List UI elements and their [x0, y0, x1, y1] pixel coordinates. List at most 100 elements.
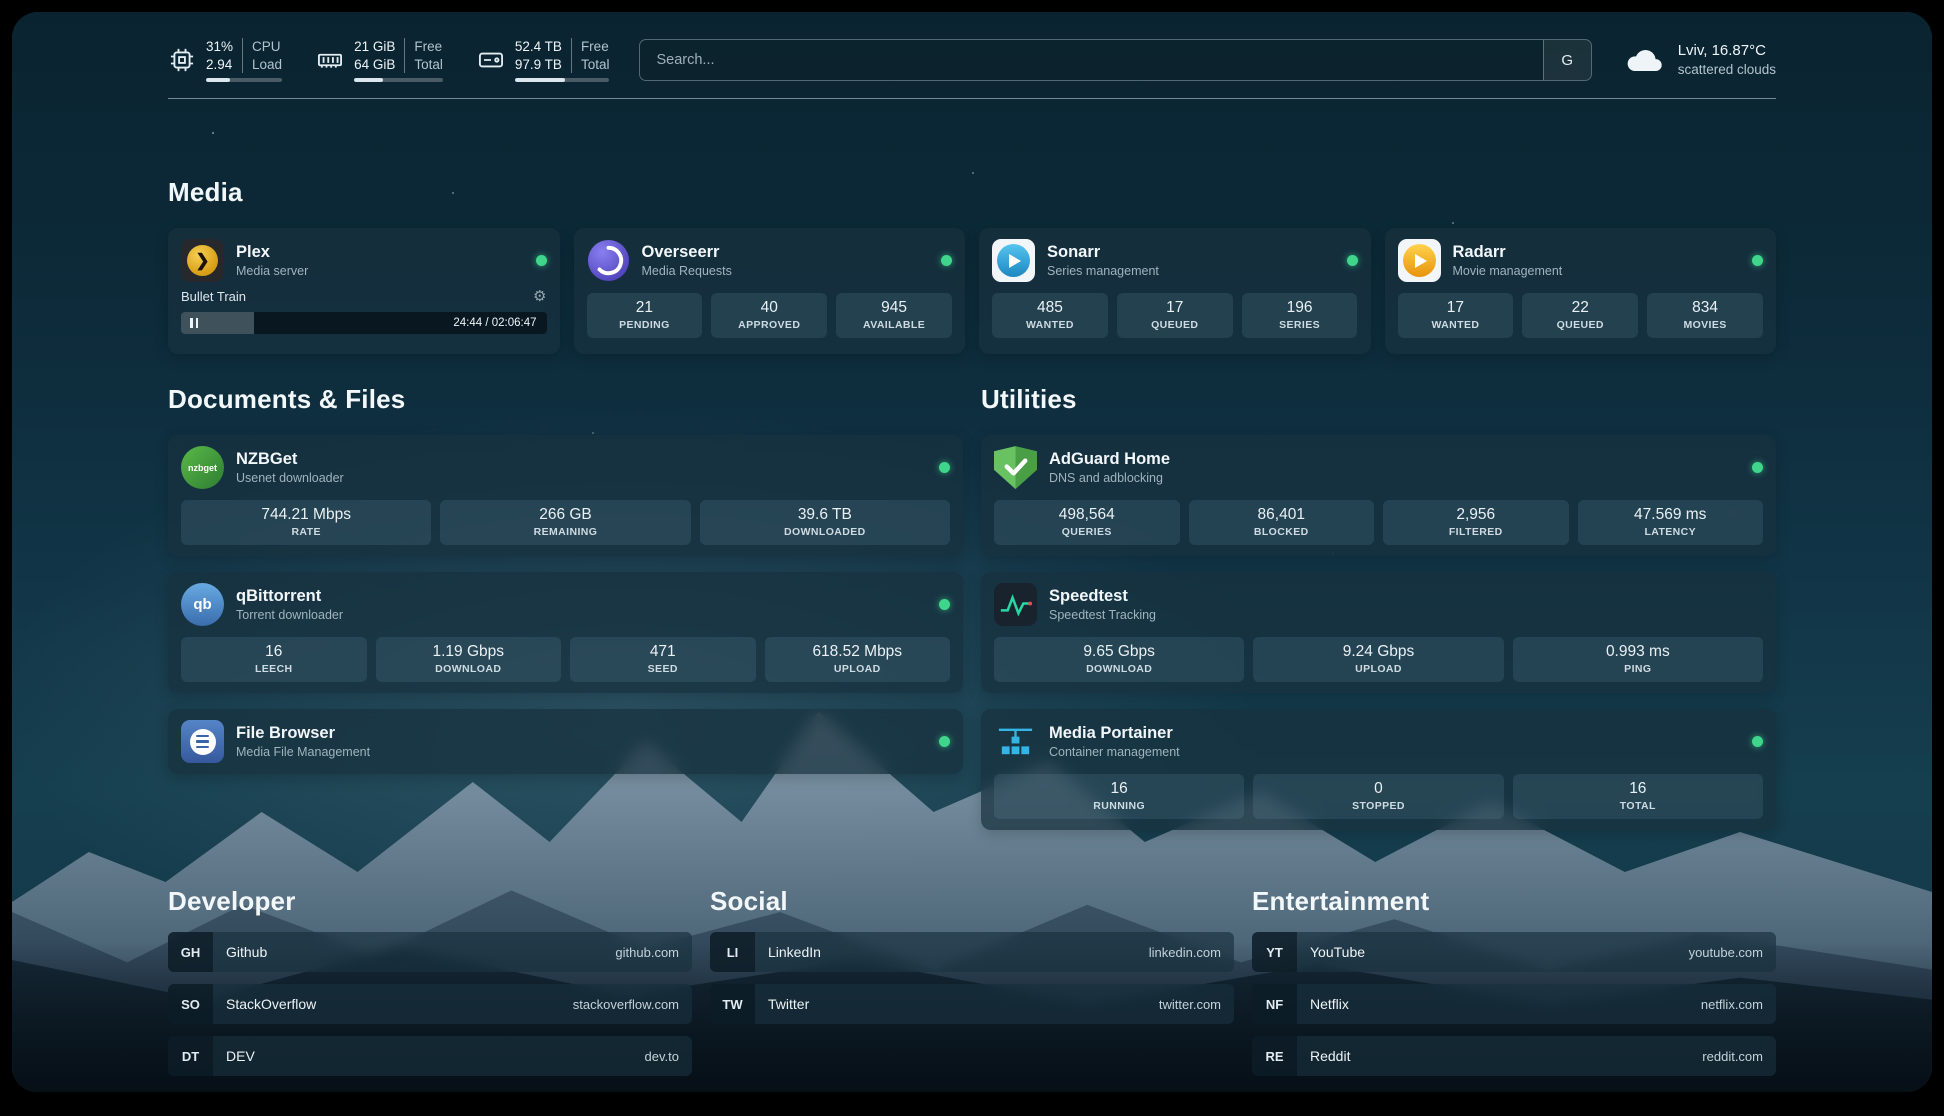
stat-value: 1.19 Gbps — [432, 643, 505, 661]
stat-value: 16 — [1629, 780, 1647, 798]
bookmark-linkedin[interactable]: LI LinkedIn linkedin.com — [710, 932, 1234, 973]
stat-label: DOWNLOAD — [1086, 663, 1153, 676]
bookmark-github[interactable]: GH Github github.com — [168, 932, 692, 973]
stat-value: 16 — [1110, 780, 1128, 798]
bookmark-name: StackOverflow — [226, 996, 317, 1013]
ram-total-label: Total — [414, 56, 443, 72]
playback-progress-fill — [181, 312, 255, 335]
bookmark-reddit[interactable]: RE Reddit reddit.com — [1252, 1036, 1776, 1077]
youtube-icon: YT — [1252, 932, 1297, 973]
bookmark-dev[interactable]: DT DEV dev.to — [168, 1036, 692, 1077]
stat-value: 40 — [760, 299, 778, 317]
app-subtitle: Container management — [1049, 745, 1180, 760]
stat-value: 9.65 Gbps — [1083, 643, 1155, 661]
search-input[interactable] — [640, 40, 1543, 81]
speedtest-card[interactable]: Speedtest Speedtest Tracking 9.65 Gbps D… — [981, 572, 1776, 694]
cloud-icon — [1627, 50, 1662, 72]
stat-label: UPLOAD — [833, 663, 881, 676]
ram-progress-bar — [354, 78, 443, 83]
stat-label: PENDING — [619, 319, 670, 332]
pause-icon[interactable] — [190, 318, 198, 329]
media-section: Media ❯ Plex Media server — [168, 177, 1776, 355]
bookmark-url: stackoverflow.com — [572, 996, 679, 1012]
plex-card[interactable]: ❯ Plex Media server Bullet Train ⚙ — [168, 228, 560, 355]
app-subtitle: DNS and adblocking — [1049, 471, 1163, 486]
dev-icon: DT — [168, 1036, 213, 1077]
search-engine-button[interactable]: G — [1542, 40, 1591, 81]
stat-seed: 471 SEED — [570, 637, 756, 683]
stat-value: 86,401 — [1257, 506, 1305, 524]
stat-label: APPROVED — [738, 319, 801, 332]
adguard-icon — [994, 446, 1037, 490]
adguard-card[interactable]: AdGuard Home DNS and adblocking 498,564 … — [981, 435, 1776, 557]
stat-value: 47.569 ms — [1634, 506, 1707, 524]
overseerr-card[interactable]: Overseerr Media Requests 21 PENDING 40 A… — [573, 228, 965, 355]
section-title-developer: Developer — [168, 886, 296, 917]
filebrowser-card[interactable]: File Browser Media File Management — [168, 709, 963, 775]
bookmark-stackoverflow[interactable]: SO StackOverflow stackoverflow.com — [168, 984, 692, 1025]
stat-download: 9.65 Gbps DOWNLOAD — [994, 637, 1245, 683]
bookmark-name: YouTube — [1310, 944, 1366, 961]
ram-icon — [318, 53, 343, 68]
stat-filtered: 2,956 FILTERED — [1383, 500, 1569, 546]
stat-label: MOVIES — [1683, 319, 1727, 332]
dashboard: 31% 2.94 CPU Load — [12, 12, 1932, 1092]
bookmark-netflix[interactable]: NF Netflix netflix.com — [1252, 984, 1776, 1025]
app-name: Overseerr — [641, 242, 720, 261]
stat-stopped: 0 STOPPED — [1253, 774, 1504, 820]
stat-ping: 0.993 ms PING — [1512, 637, 1763, 683]
stat-value: 498,564 — [1058, 506, 1115, 524]
bookmark-twitter[interactable]: TW Twitter twitter.com — [710, 984, 1234, 1025]
nzbget-card[interactable]: nzbget NZBGet Usenet downloader 744.21 M… — [168, 435, 963, 557]
disk-free-value: 52.4 TB — [514, 39, 562, 54]
settings-gear-icon[interactable]: ⚙ — [533, 288, 547, 306]
stat-rate: 744.21 Mbps RATE — [181, 500, 432, 546]
cpu-usage-value: 31% — [206, 39, 234, 54]
bookmark-url: twitter.com — [1158, 996, 1221, 1012]
stat-label: RUNNING — [1093, 800, 1146, 813]
radarr-card[interactable]: Radarr Movie management 17 WANTED 22 QUE… — [1384, 228, 1776, 355]
stat-wanted: 485 WANTED — [992, 293, 1108, 339]
stat-label: QUEUED — [1151, 319, 1199, 332]
stat-value: 16 — [265, 643, 283, 661]
stat-value: 0 — [1374, 780, 1383, 798]
stat-series: 196 SERIES — [1241, 293, 1358, 339]
stat-queued: 17 QUEUED — [1116, 293, 1233, 339]
social-section: Social LI LinkedIn linkedin.com TW Twitt… — [710, 886, 1234, 1076]
entertainment-section: Entertainment YT YouTube youtube.com NF … — [1252, 886, 1776, 1077]
playback-time: 24:44 / 02:06:47 — [453, 317, 537, 330]
app-name: Sonarr — [1047, 242, 1101, 261]
plex-icon: ❯ — [181, 239, 224, 283]
ram-progress-fill — [354, 78, 384, 83]
ram-free-value: 21 GiB — [354, 39, 396, 54]
status-dot — [535, 255, 547, 267]
top-bar: 31% 2.94 CPU Load — [168, 38, 1776, 83]
system-metrics: 31% 2.94 CPU Load — [168, 38, 610, 83]
stat-label: WANTED — [1431, 319, 1480, 332]
stat-value: 17 — [1446, 299, 1465, 317]
app-name: File Browser — [236, 723, 336, 742]
app-subtitle: Torrent downloader — [236, 608, 344, 623]
qbittorrent-card[interactable]: qb qBittorrent Torrent downloader 16 — [168, 572, 963, 694]
status-dot — [1752, 255, 1763, 267]
utilities-section: Utilities AdGuard Home DN — [981, 384, 1776, 831]
bookmark-name: LinkedIn — [768, 944, 821, 961]
bookmark-name: DEV — [226, 1048, 255, 1065]
ram-total-value: 64 GiB — [354, 56, 396, 72]
portainer-card[interactable]: Media Portainer Container management 16 … — [981, 709, 1776, 831]
stat-movies: 834 MOVIES — [1647, 293, 1763, 339]
bookmark-url: dev.to — [644, 1048, 679, 1064]
section-title-social: Social — [710, 886, 788, 917]
stat-upload: 9.24 Gbps UPLOAD — [1253, 637, 1504, 683]
bookmark-youtube[interactable]: YT YouTube youtube.com — [1252, 932, 1776, 973]
stat-wanted: 17 WANTED — [1397, 293, 1514, 339]
disk-icon — [478, 52, 503, 68]
bookmark-name: Github — [226, 944, 268, 961]
stat-label: SERIES — [1279, 319, 1321, 332]
sonarr-card[interactable]: Sonarr Series management 485 WANTED 17 Q… — [979, 228, 1371, 355]
playback-progress-bar: 24:44 / 02:06:47 — [181, 312, 547, 335]
twitter-icon: TW — [710, 984, 755, 1025]
disk-total-label: Total — [580, 56, 610, 72]
status-dot — [939, 599, 950, 611]
stat-download: 1.19 Gbps DOWNLOAD — [375, 637, 561, 683]
